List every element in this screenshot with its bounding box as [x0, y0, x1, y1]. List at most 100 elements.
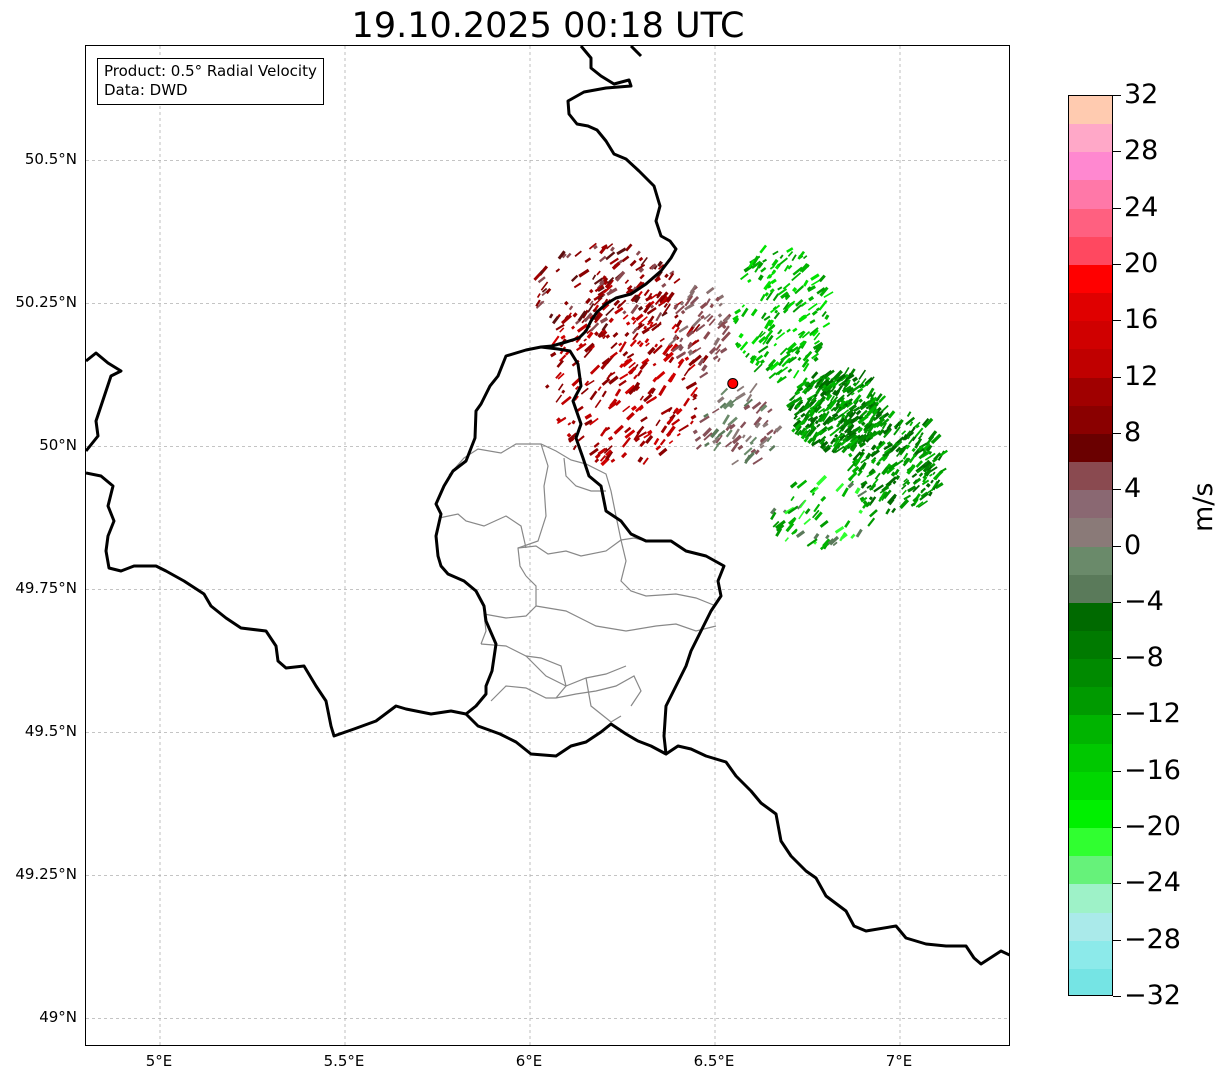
- echo-gate-outbound-core: [583, 348, 593, 359]
- echo-gate-inbound-north: [751, 255, 760, 266]
- echo-gate-inbound-core: [803, 386, 813, 394]
- echo-gate-outbound-north: [566, 252, 572, 259]
- echo-gate-outbound-north: [662, 303, 671, 315]
- echo-gate-southeast: [772, 520, 780, 528]
- echo-gate-inbound-north: [795, 298, 804, 307]
- echo-gate-outbound-core: [594, 458, 600, 463]
- echo-gate-outbound-north: [568, 305, 574, 311]
- canton-boundary-clervaux: [517, 443, 549, 577]
- echo-gate-outbound-weak: [699, 371, 709, 379]
- echo-gate-inbound-east: [858, 451, 865, 457]
- echo-gate-inbound-north: [787, 368, 793, 373]
- echo-gate-inbound-north: [755, 360, 761, 367]
- echo-gate-inbound-north: [766, 271, 776, 280]
- echo-gate-inbound-east: [873, 484, 884, 493]
- echo-gate-inbound-north: [774, 309, 779, 314]
- echo-gate-inbound-east: [865, 452, 872, 460]
- echo-gate-outbound-core: [635, 404, 644, 413]
- echo-gate-outbound-weak: [673, 303, 679, 310]
- echo-gate-outbound-core: [660, 407, 672, 416]
- echo-gate-inbound-core: [857, 387, 864, 393]
- echo-gate-inbound-east: [870, 444, 877, 451]
- luxembourg-canton-boundaries: [438, 443, 717, 723]
- echo-gate-outbound-north: [615, 270, 626, 282]
- echo-gate-near-zero: [728, 402, 735, 409]
- echo-gate-southeast: [775, 519, 786, 530]
- echo-gate-inbound-north: [818, 274, 826, 283]
- echo-gate-outbound-core: [650, 300, 655, 306]
- echo-gate-outbound-core: [608, 317, 614, 324]
- echo-gate-outbound-core: [560, 395, 572, 406]
- echo-gate-outbound-north: [536, 293, 541, 298]
- echo-gate-inbound-core: [792, 419, 802, 429]
- echo-gate-near-zero: [762, 422, 769, 428]
- echo-gate-outbound-north: [629, 259, 637, 267]
- echo-gate-inbound-core: [870, 391, 876, 400]
- echo-gate-inbound-core: [842, 409, 850, 415]
- canton-boundary-grevenmacher: [535, 605, 717, 632]
- echo-gate-outbound-north: [637, 305, 644, 312]
- echo-gate-inbound-north: [782, 308, 789, 314]
- echo-gate-outbound-core: [639, 361, 648, 371]
- echo-gate-inbound-east: [887, 461, 899, 471]
- lat-tick-label: 49°N: [39, 1008, 77, 1027]
- echo-gate-southeast: [828, 535, 840, 546]
- echo-gate-near-zero: [736, 385, 745, 392]
- echo-gate-inbound-core: [811, 371, 819, 380]
- lat-tick-label: 50°N: [39, 436, 77, 455]
- echo-gate-outbound-core: [608, 375, 619, 385]
- echo-gate-inbound-east: [890, 495, 897, 501]
- echo-gate-inbound-core: [834, 445, 845, 454]
- echo-gate-inbound-core: [826, 417, 833, 425]
- echo-gate-outbound-north: [573, 282, 582, 289]
- echo-gate-inbound-north: [772, 250, 779, 256]
- echo-gate-inbound-core: [814, 405, 822, 413]
- echo-gate-outbound-core: [625, 321, 631, 326]
- echo-gate-inbound-core: [796, 417, 801, 421]
- echo-gate-inbound-core: [852, 382, 858, 387]
- colorbar-segment: [1069, 687, 1112, 717]
- echo-gate-inbound-core: [825, 390, 831, 396]
- echo-gate-inbound-east: [917, 445, 924, 452]
- echo-gate-inbound-east: [911, 447, 916, 453]
- echo-gate-inbound-east: [907, 485, 917, 493]
- echo-gate-inbound-core: [800, 412, 806, 418]
- border-france-belgium: [86, 471, 467, 738]
- echo-gate-inbound-core: [832, 389, 838, 396]
- echo-gate-outbound-core: [576, 342, 587, 352]
- echo-gate-inbound-east: [912, 484, 921, 493]
- gridlines: [86, 46, 1009, 1045]
- echo-gate-inbound-core: [835, 400, 841, 407]
- echo-gate-outbound-core: [668, 356, 675, 364]
- echo-gate-outbound-core: [585, 379, 595, 387]
- echo-gate-inbound-core: [841, 385, 853, 394]
- echo-gate-outbound-north: [650, 304, 655, 309]
- echo-gate-outbound-core: [671, 323, 678, 330]
- echo-gate-southeast: [793, 530, 798, 535]
- echo-gate-outbound-north: [601, 322, 609, 332]
- echo-gate-inbound-north: [772, 306, 777, 310]
- echo-gate-outbound-north: [617, 303, 621, 309]
- echo-gate-inbound-east: [910, 426, 916, 434]
- echo-gate-outbound-north: [596, 270, 601, 276]
- echo-gate-outbound-core: [624, 384, 636, 395]
- echo-gate-inbound-core: [817, 412, 827, 423]
- echo-gate-inbound-east: [906, 411, 912, 418]
- echo-gate-outbound-core: [647, 429, 653, 435]
- echo-gate-outbound-core: [649, 321, 654, 327]
- echo-gate-inbound-north: [782, 301, 790, 311]
- echo-gate-inbound-core: [825, 405, 832, 412]
- echo-gate-inbound-east: [912, 477, 922, 486]
- echo-gate-inbound-north: [768, 358, 777, 368]
- echo-gate-inbound-east: [890, 471, 896, 477]
- echo-gate-outbound-core: [663, 351, 674, 363]
- echo-gate-outbound-core: [693, 406, 698, 411]
- echo-gate-inbound-east: [882, 449, 892, 458]
- echo-gate-inbound-core: [845, 433, 856, 443]
- echo-gate-outbound-weak: [691, 346, 702, 355]
- echo-gate-inbound-north: [784, 293, 790, 299]
- echo-gate-near-zero: [752, 457, 763, 465]
- echo-gate-outbound-north: [564, 300, 569, 306]
- map-panel[interactable]: [85, 45, 1010, 1046]
- echo-gate-inbound-east: [901, 448, 906, 454]
